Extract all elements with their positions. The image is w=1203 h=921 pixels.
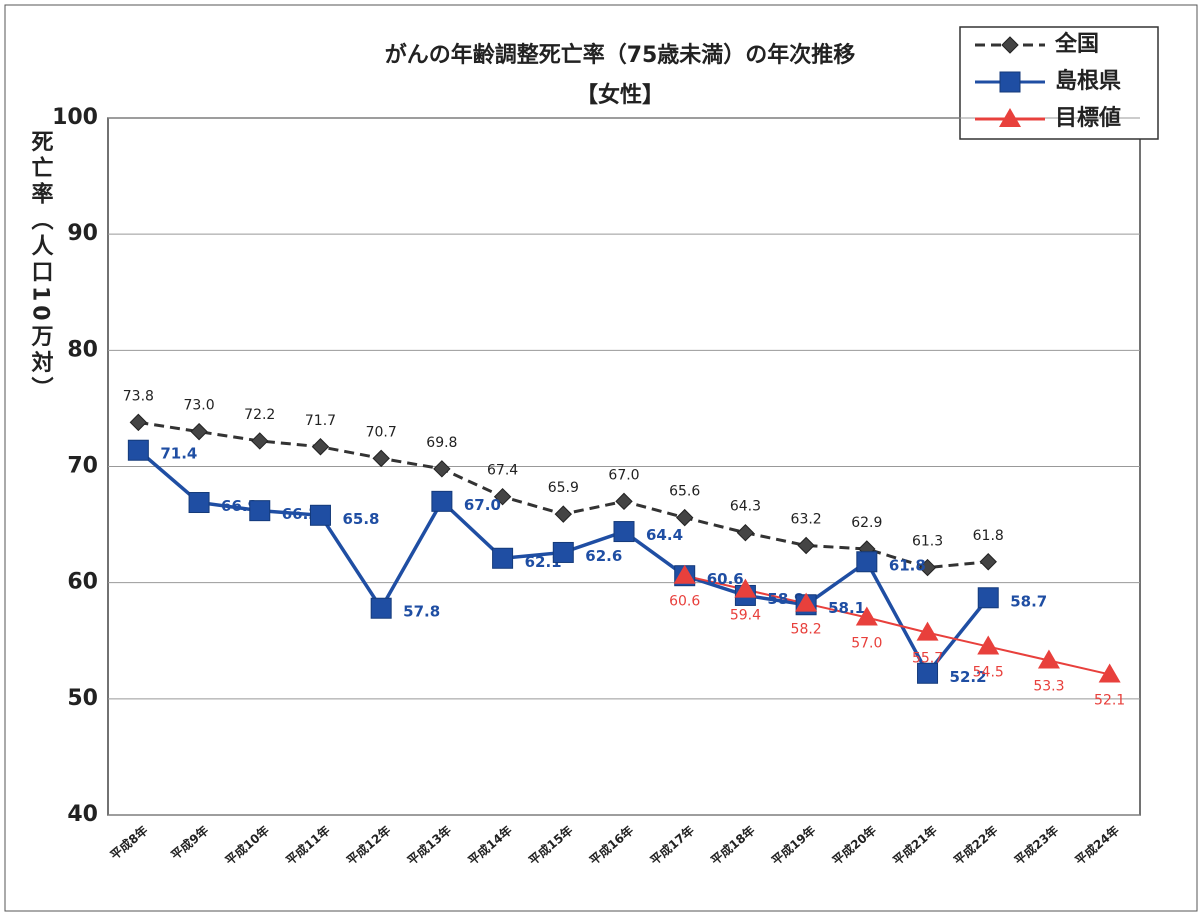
y-tick-label: 60	[67, 570, 98, 595]
frame	[4, 4, 1198, 912]
data-label: 60.6	[669, 594, 700, 610]
data-point	[493, 487, 512, 506]
chart-subtitle: 【女性】	[576, 82, 664, 108]
data-label: 58.9	[767, 590, 804, 608]
legend-label: 全国	[1054, 31, 1099, 57]
data-point	[795, 592, 818, 612]
data-point	[856, 551, 878, 573]
legend-label: 島根県	[1055, 68, 1121, 94]
data-label: 71.4	[160, 445, 197, 463]
y-tick-label: 100	[52, 105, 98, 130]
data-label: 64.3	[730, 499, 761, 515]
y-tick-label: 80	[67, 337, 98, 362]
data-point	[492, 547, 514, 569]
data-label: 65.8	[342, 510, 379, 528]
data-point	[917, 662, 939, 684]
data-point	[127, 439, 149, 461]
data-point	[736, 524, 755, 542]
data-label: 73.0	[183, 398, 214, 414]
data-point	[916, 621, 939, 641]
data-point	[675, 508, 694, 527]
data-label: 63.2	[791, 511, 822, 527]
data-label: 66.2	[282, 505, 319, 523]
data-label: 65.9	[548, 480, 579, 496]
data-point	[433, 460, 451, 478]
data-point	[1098, 663, 1121, 683]
data-point	[554, 505, 573, 523]
data-label: 64.4	[646, 526, 683, 544]
legend-marker	[999, 71, 1021, 93]
y-tick-label: 90	[67, 221, 98, 246]
data-point	[734, 578, 757, 598]
data-point	[979, 553, 997, 571]
data-label: 67.4	[487, 463, 518, 479]
data-label: 67.0	[464, 496, 501, 514]
data-label: 62.1	[525, 553, 562, 571]
data-point	[1037, 649, 1060, 669]
data-label: 62.6	[585, 547, 622, 565]
data-point	[309, 504, 331, 526]
data-label: 71.7	[305, 413, 336, 429]
data-point	[797, 536, 815, 555]
data-point	[372, 449, 390, 468]
data-label: 54.5	[973, 665, 1004, 681]
y-axis-label: 死亡率（人口10万対）	[28, 130, 55, 403]
data-label: 65.6	[669, 484, 700, 500]
chart-title: がんの年齢調整死亡率（75歳未満）の年次推移	[385, 42, 856, 68]
data-point	[855, 606, 878, 626]
data-label: 61.3	[912, 534, 943, 550]
data-point	[190, 422, 208, 441]
data-label: 60.6	[707, 570, 744, 588]
data-label: 67.0	[608, 467, 639, 483]
data-label: 66.9	[221, 497, 258, 515]
data-point	[613, 521, 635, 543]
data-label: 61.8	[973, 528, 1004, 544]
data-label: 59.4	[730, 608, 761, 624]
data-label: 61.8	[889, 556, 926, 574]
data-label: 73.8	[123, 388, 154, 404]
data-point	[977, 635, 1000, 655]
data-point	[251, 432, 269, 450]
y-tick-label: 40	[67, 802, 98, 827]
data-label: 62.9	[851, 515, 882, 531]
data-label: 58.1	[828, 599, 865, 617]
data-point	[188, 492, 210, 514]
legend-marker	[999, 108, 1021, 127]
data-label: 57.8	[403, 603, 440, 621]
data-point	[673, 564, 696, 584]
data-label: 58.2	[791, 622, 822, 638]
data-label: 55.7	[912, 651, 943, 667]
data-label: 72.2	[244, 407, 275, 423]
data-label: 58.7	[1010, 592, 1047, 610]
data-point	[311, 438, 330, 456]
legend-marker	[1001, 36, 1019, 54]
data-label: 69.8	[426, 435, 457, 451]
data-point	[249, 500, 271, 522]
data-label: 53.3	[1033, 678, 1064, 694]
data-point	[129, 413, 148, 432]
data-point	[431, 490, 453, 512]
data-point	[977, 587, 999, 609]
legend-label: 目標値	[1055, 106, 1121, 131]
data-point	[615, 492, 633, 511]
y-tick-label: 70	[67, 454, 98, 479]
data-label: 52.1	[1094, 692, 1125, 708]
data-label: 57.0	[851, 636, 882, 652]
y-tick-label: 50	[67, 686, 98, 711]
data-label: 70.7	[366, 424, 397, 440]
data-point	[552, 541, 574, 563]
data-label: 52.2	[950, 668, 987, 686]
data-point	[918, 558, 937, 577]
data-point	[370, 597, 392, 619]
